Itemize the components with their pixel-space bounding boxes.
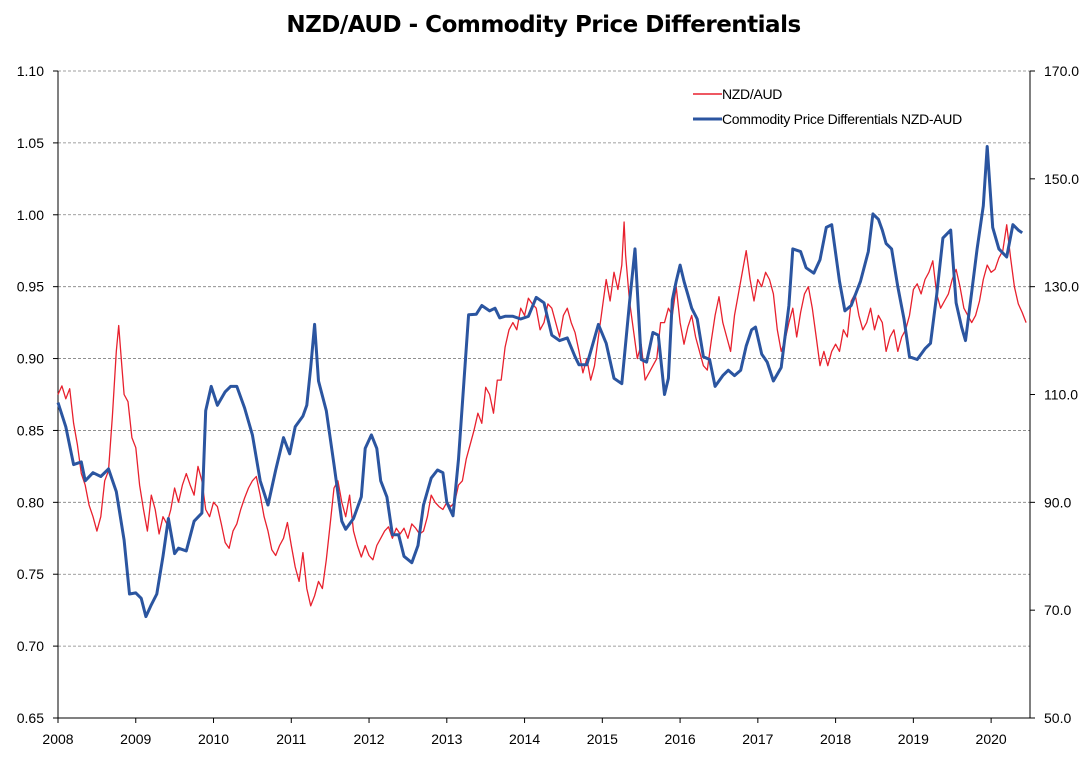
series-line-commodity bbox=[56, 145, 1024, 619]
y-left-tick-label: 0.85 bbox=[17, 422, 44, 438]
y-right-tick-label: 90.0 bbox=[1044, 494, 1071, 510]
axes bbox=[53, 70, 1035, 723]
y-right-tick-label: 50.0 bbox=[1044, 710, 1071, 726]
x-tick-label: 2016 bbox=[665, 731, 696, 747]
y-left-tick-label: 0.80 bbox=[17, 494, 44, 510]
y-left-tick-label: 0.90 bbox=[17, 351, 44, 367]
x-tick-label: 2014 bbox=[509, 731, 540, 747]
y-left-tick-label: 1.00 bbox=[17, 207, 44, 223]
x-tick-label: 2010 bbox=[198, 731, 229, 747]
gridlines bbox=[58, 70, 1030, 647]
y-right-tick-label: 150.0 bbox=[1044, 171, 1079, 187]
y-left-tick-label: 0.70 bbox=[17, 638, 44, 654]
y-right-tick-label: 170.0 bbox=[1044, 63, 1079, 79]
x-tick-label: 2020 bbox=[976, 731, 1007, 747]
x-tick-label: 2019 bbox=[898, 731, 929, 747]
x-tick-label: 2009 bbox=[120, 731, 151, 747]
y-left-tick-label: 1.10 bbox=[17, 63, 44, 79]
x-tick-label: 2017 bbox=[742, 731, 773, 747]
x-tick-label: 2013 bbox=[431, 731, 462, 747]
legend-label-nzd-aud: NZD/AUD bbox=[722, 86, 782, 102]
y-left-tick-label: 0.95 bbox=[17, 279, 44, 295]
y-right-tick-label: 70.0 bbox=[1044, 602, 1071, 618]
chart-title: NZD/AUD - Commodity Price Differentials bbox=[286, 12, 801, 38]
x-tick-label: 2018 bbox=[820, 731, 851, 747]
series-line-nzd-aud bbox=[57, 221, 1027, 607]
series-lines bbox=[56, 145, 1027, 619]
legend-label-commodity: Commodity Price Differentials NZD-AUD bbox=[722, 111, 962, 127]
legend: NZD/AUD Commodity Price Differentials NZ… bbox=[693, 86, 962, 127]
x-tick-label: 2015 bbox=[587, 731, 618, 747]
x-tick-label: 2012 bbox=[353, 731, 384, 747]
x-tick-label: 2008 bbox=[42, 731, 73, 747]
y-left-tick-label: 0.75 bbox=[17, 566, 44, 582]
x-tick-label: 2011 bbox=[276, 731, 306, 747]
y-left-tick-label: 1.05 bbox=[17, 135, 44, 151]
tick-labels: 0.65 0.70 0.75 0.80 0.85 0.90 0.95 1.00 1.05 1.10… bbox=[17, 63, 1079, 747]
y-right-tick-label: 130.0 bbox=[1044, 279, 1079, 295]
y-right-tick-label: 110.0 bbox=[1044, 387, 1078, 403]
y-left-tick-label: 0.65 bbox=[17, 710, 44, 726]
